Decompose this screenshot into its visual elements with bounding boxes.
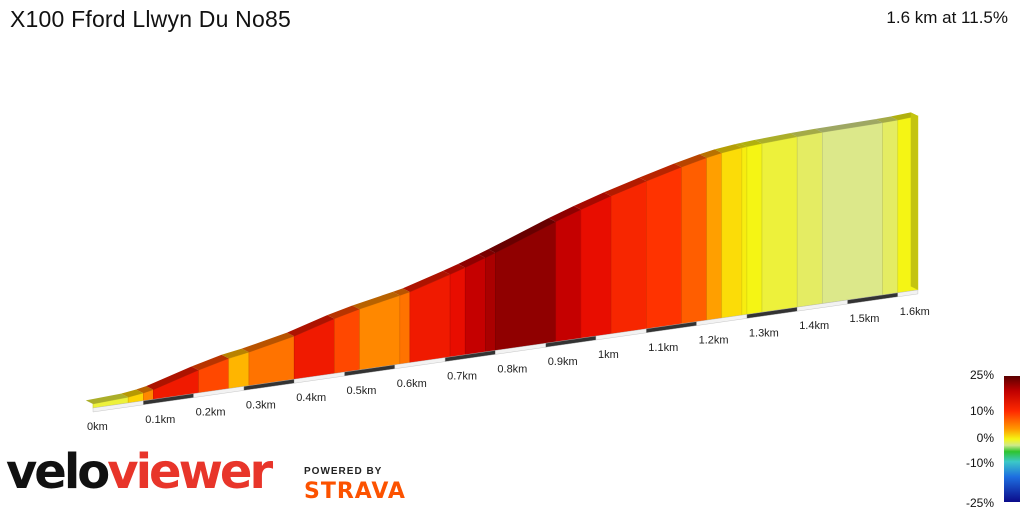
- legend-label-minus-10: -10%: [965, 456, 994, 470]
- gradient-segment-top: [121, 389, 144, 398]
- gradient-segment: [882, 119, 899, 296]
- gradient-segment-top: [478, 249, 496, 258]
- gradient-segment-top: [739, 139, 762, 147]
- x-tick-label: 1.1km: [648, 342, 678, 354]
- x-tick-label: 1.5km: [850, 313, 880, 325]
- gradient-segment-top: [458, 254, 486, 268]
- strava-attribution: POWERED BY STRAVA: [304, 466, 406, 504]
- gradient-segment: [796, 132, 823, 308]
- gradient-segment: [706, 152, 723, 321]
- x-tick-label: 1.4km: [799, 320, 829, 332]
- gradient-segment-top: [136, 386, 154, 394]
- gradient-segment-top: [146, 366, 199, 390]
- gradient-segment: [334, 308, 360, 374]
- gradient-segment-top: [241, 332, 295, 353]
- gradient-segment-top: [573, 192, 612, 210]
- gradient-segment: [741, 146, 748, 316]
- gradient-segment: [761, 136, 798, 313]
- gradient-segment: [464, 257, 486, 356]
- gradient-segment: [485, 252, 496, 353]
- climb-summary: 1.6 km at 11.5%: [886, 8, 1008, 27]
- gradient-segment-top: [442, 264, 466, 275]
- gradient-segment: [822, 122, 884, 304]
- x-tick-label: 0.7km: [447, 371, 477, 383]
- gradient-segment: [449, 267, 466, 358]
- gradient-segment-top: [639, 163, 682, 182]
- x-tick-label: 0.5km: [347, 385, 377, 397]
- strava-logo: STRAVA: [304, 479, 406, 504]
- gradient-legend: 25% 10% 0% -10% -25%: [960, 366, 1024, 512]
- x-tick-label: 1.6km: [900, 306, 930, 318]
- gradient-segment-top: [714, 144, 742, 153]
- x-tick-label: 0.9km: [548, 356, 578, 368]
- gradient-segment: [681, 157, 707, 325]
- gradient-segment: [228, 351, 250, 389]
- chart-title: X100 Fford Llwyn Du No85: [10, 6, 291, 32]
- gradient-segment-top: [674, 154, 707, 168]
- gradient-segment: [399, 291, 411, 365]
- x-tick-label: 1.3km: [749, 327, 779, 339]
- legend-label-max: 25%: [969, 368, 994, 382]
- gradient-segment-top: [352, 291, 400, 310]
- legend-label-min: -25%: [965, 496, 994, 510]
- gradient-segments: [85, 112, 919, 409]
- logo-velo-text: velo: [6, 444, 110, 500]
- axis-strip: [897, 289, 919, 298]
- legend-label-0: 0%: [976, 431, 994, 445]
- x-tick-label: 1km: [598, 349, 619, 361]
- gradient-segment: [721, 147, 743, 319]
- x-tick-label: 0.4km: [296, 392, 326, 404]
- gradient-segment-top: [327, 305, 360, 319]
- gradient-segment-top: [548, 206, 581, 222]
- gradient-segment-top: [287, 315, 335, 337]
- x-tick-label: 0.1km: [145, 414, 175, 426]
- gradient-segment-top: [699, 149, 722, 158]
- logo-viewer-text: viewer: [107, 444, 273, 500]
- gradient-segment-top: [85, 393, 129, 404]
- gradient-segment-top: [754, 133, 798, 144]
- gradient-segment-top: [191, 354, 229, 371]
- gradient-segment-top: [875, 116, 898, 123]
- x-tick-label: 0.2km: [196, 407, 226, 419]
- powered-by-label: POWERED BY: [304, 466, 383, 477]
- gradient-segment-top: [402, 270, 451, 292]
- gradient-segment: [746, 143, 763, 315]
- x-tick-label: 0.8km: [497, 363, 527, 375]
- x-tick-label: 0.3km: [246, 399, 276, 411]
- gradient-segment: [645, 166, 682, 330]
- gradient-segment-top: [790, 128, 823, 137]
- gradient-segment-top: [603, 177, 647, 197]
- gradient-segment-top: [734, 143, 747, 148]
- gradient-segment: [610, 180, 647, 335]
- gradient-segment-top: [392, 288, 410, 296]
- gradient-color-scale: [1004, 376, 1020, 502]
- gradient-segment-top: [815, 119, 883, 133]
- veloviewer-logo: veloviewer: [6, 448, 273, 496]
- legend-label-10: 10%: [969, 404, 994, 418]
- profile-end-cap: [910, 112, 918, 290]
- x-tick-label: 0.6km: [397, 378, 427, 390]
- gradient-segment-top: [221, 348, 249, 359]
- x-tick-label: 0km: [87, 421, 108, 433]
- gradient-segment: [555, 209, 582, 343]
- gradient-segment: [580, 195, 612, 339]
- distance-axis: 0km 0.1km 0.2km 0.3km 0.4km 0.5km 0.6km 0.7km 0.…: [87, 289, 930, 433]
- gradient-segment-top: [488, 218, 556, 253]
- x-tick-label: 1.2km: [699, 335, 729, 347]
